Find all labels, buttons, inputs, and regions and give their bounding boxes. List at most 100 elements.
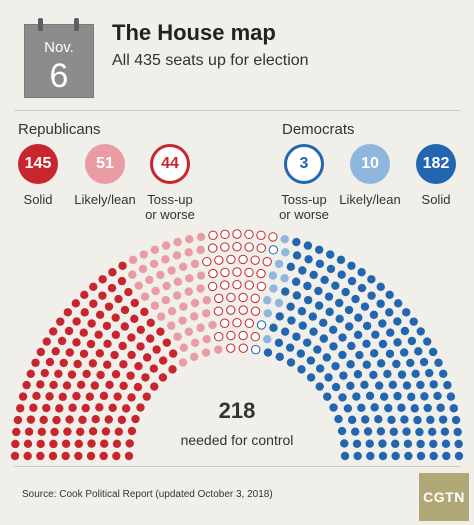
seat-dot — [256, 268, 266, 279]
seat-dot — [244, 267, 254, 278]
rep-likely-label: Likely/lean — [74, 192, 136, 207]
seat-dot — [98, 291, 107, 300]
seat-dot — [79, 328, 88, 337]
seat-dot — [365, 439, 374, 448]
seat-dot — [314, 245, 324, 254]
seat-dot — [376, 359, 386, 368]
seat-dot — [376, 282, 385, 291]
seat-dot — [449, 404, 459, 413]
seat-dot — [331, 382, 341, 392]
seat-dot — [297, 307, 307, 316]
seat-dot — [322, 353, 332, 362]
seat-dot — [425, 368, 434, 378]
seat-dot — [161, 255, 170, 264]
seat-dot — [98, 275, 107, 284]
seat-dot — [369, 310, 379, 320]
seat-dot — [82, 369, 91, 379]
seat-dot — [343, 404, 353, 413]
seat-dot — [62, 381, 72, 390]
seat-dot — [378, 319, 387, 328]
seat-dot — [226, 292, 236, 303]
seat-dot — [61, 439, 71, 448]
seat-dot — [26, 415, 36, 424]
seat-dot — [103, 339, 112, 348]
seat-dot — [403, 439, 413, 448]
seat-dot — [385, 308, 394, 317]
seat-dot — [184, 248, 193, 257]
seat-dot — [416, 451, 426, 461]
seat-dot — [232, 317, 242, 328]
seat-dot — [292, 291, 302, 300]
seat-dot — [95, 403, 104, 412]
seat-dot — [72, 338, 81, 347]
seat-dot — [244, 242, 254, 252]
seat-dot — [337, 426, 347, 436]
seat-dot — [190, 352, 199, 362]
seat-dot — [54, 369, 63, 378]
seat-dot — [250, 306, 261, 316]
seat-dot — [124, 287, 133, 297]
seat-dot — [23, 451, 32, 461]
seat-dot — [120, 322, 129, 331]
seat-dot — [63, 308, 72, 317]
seat-dot — [263, 348, 273, 357]
seat-dot — [250, 293, 260, 304]
seat-dot — [256, 230, 266, 240]
seat-dot — [433, 391, 442, 401]
seat-dot — [118, 341, 127, 351]
seat-dot — [36, 380, 45, 389]
seat-dot — [427, 427, 437, 437]
seat-dot — [65, 348, 74, 357]
seat-dot — [420, 392, 429, 401]
seat-dot — [185, 274, 194, 283]
seat-dot — [407, 392, 416, 402]
seat-dot — [48, 451, 58, 461]
seat-dot — [407, 336, 417, 346]
seat-dot — [145, 334, 155, 343]
seat-dot — [281, 248, 290, 257]
bottom-divider — [14, 466, 460, 467]
seat-dot — [402, 308, 411, 317]
seat-dot — [146, 318, 155, 328]
seat-dot — [202, 256, 212, 267]
seat-dot — [226, 254, 236, 265]
seat-dot — [354, 313, 363, 322]
seat-dot — [88, 427, 98, 436]
seat-dot — [118, 261, 127, 270]
seat-dot — [325, 307, 334, 317]
seat-dot — [429, 380, 438, 389]
seat-dot — [281, 287, 290, 296]
seat-dot — [352, 392, 361, 401]
dem-tossup-badge: 3 — [284, 144, 324, 184]
seat-dot — [167, 307, 177, 316]
seat-dot — [139, 250, 148, 259]
seat-dot — [49, 327, 58, 336]
seat-dot — [345, 322, 354, 331]
dem-tossup-label: Toss-up or worse — [279, 192, 329, 222]
seat-dot — [365, 391, 375, 401]
seat-dot — [369, 370, 378, 380]
page-subtitle: All 435 seats up for election — [112, 52, 309, 69]
seat-dot — [80, 290, 89, 300]
dem-likely-label: Likely/lean — [339, 192, 401, 207]
seat-dot — [36, 451, 45, 461]
seat-dot — [280, 234, 289, 244]
seat-dot — [142, 353, 152, 362]
seat-dot — [338, 350, 347, 360]
seat-dot — [102, 321, 112, 331]
house-hemicycle-chart — [10, 229, 464, 461]
democrats-label: Democrats — [282, 121, 355, 138]
seat-dot — [80, 308, 89, 317]
seat-dot — [335, 298, 344, 308]
seat-dot — [374, 381, 384, 390]
seat-dot — [413, 415, 422, 425]
seat-dot — [196, 284, 205, 293]
seat-dot — [213, 306, 224, 316]
seat-dot — [142, 392, 151, 401]
seat-dot — [324, 373, 333, 382]
seat-dot — [178, 262, 188, 272]
seat-dot — [268, 245, 279, 255]
seat-dot — [87, 439, 96, 448]
top-divider — [14, 110, 460, 111]
seat-dot — [190, 298, 200, 308]
